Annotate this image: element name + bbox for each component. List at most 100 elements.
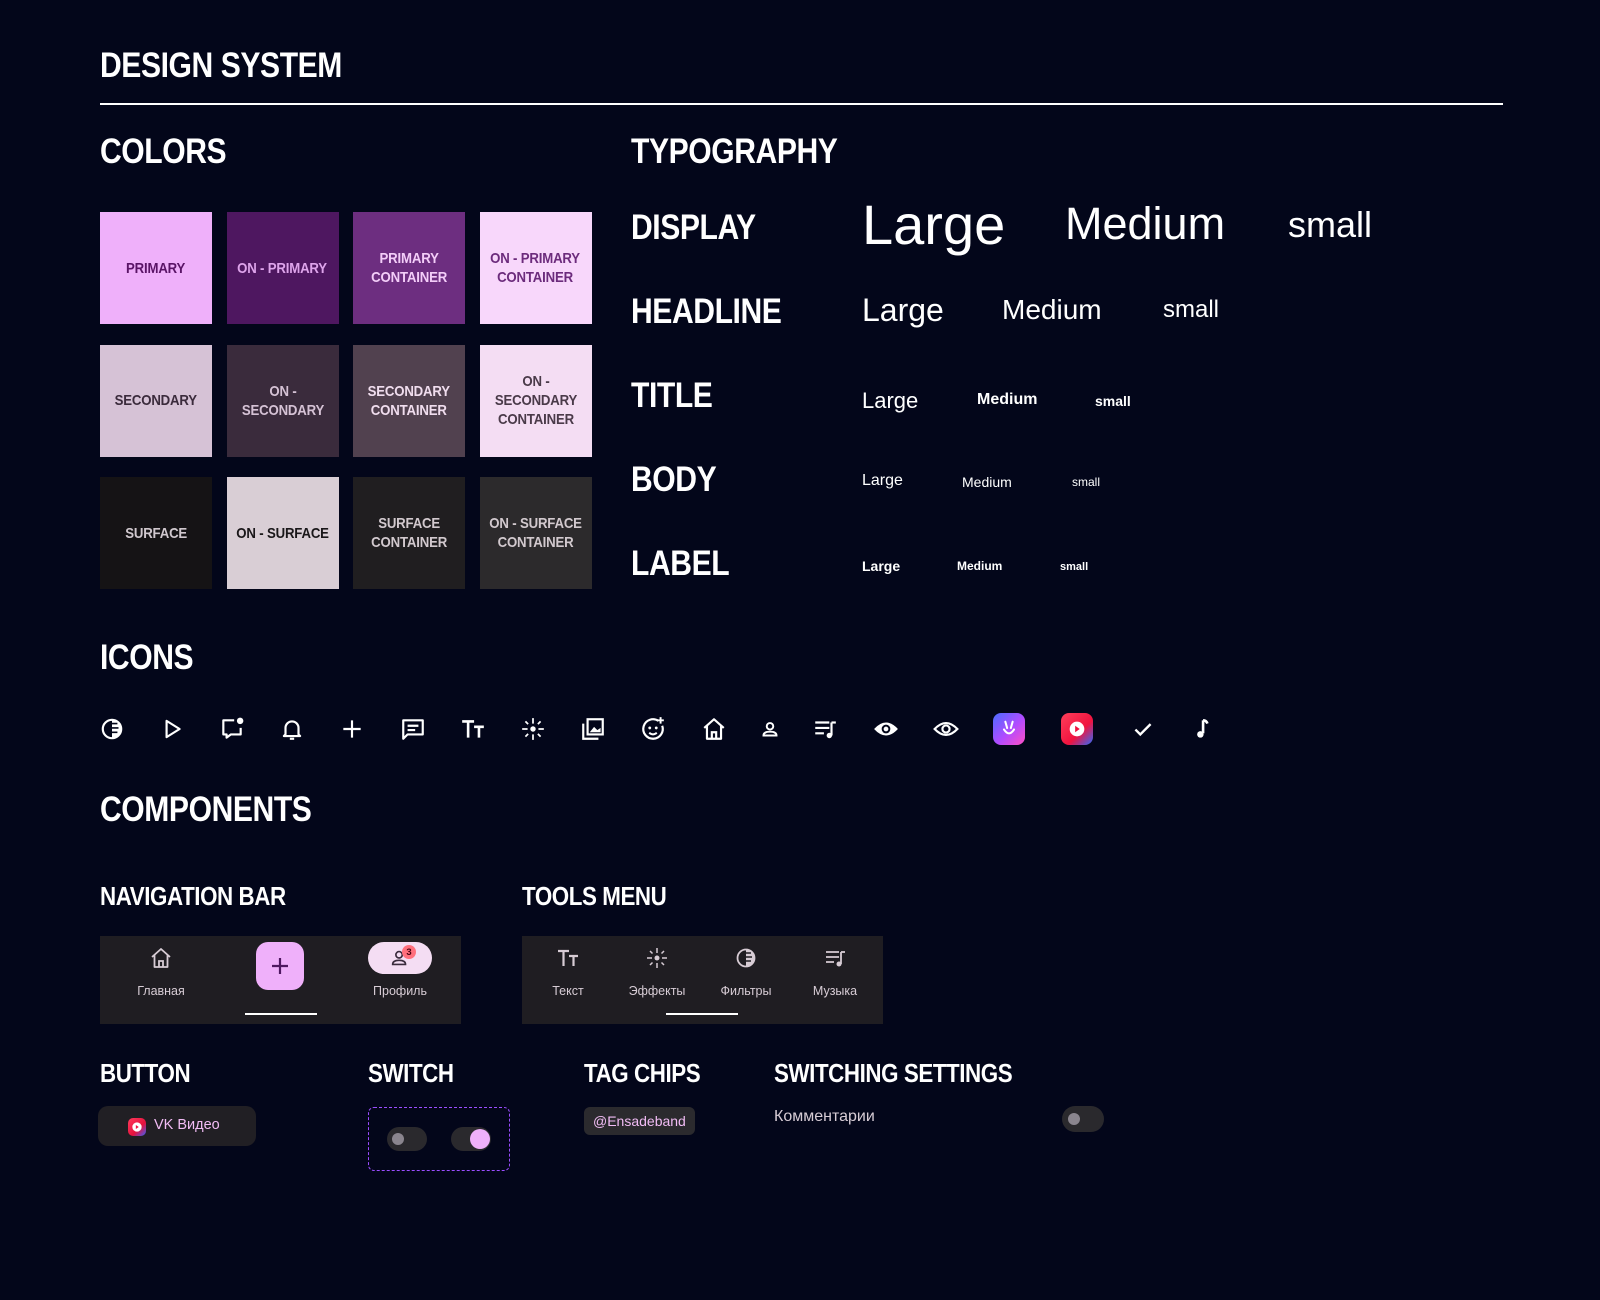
- gallery-icon: [580, 716, 606, 742]
- switch-off[interactable]: [387, 1127, 427, 1151]
- switch-knob: [1068, 1113, 1080, 1125]
- type-label-headline: HEADLINE: [631, 292, 782, 331]
- nav-label-profile: Профиль: [373, 984, 427, 998]
- title-large: Large: [862, 388, 919, 413]
- type-label-display: DISPLAY: [631, 208, 756, 247]
- nav-item-home[interactable]: Главная: [116, 936, 206, 1024]
- tool-label-effects: Эффекты: [628, 984, 686, 998]
- color-swatch: SURFACE: [100, 477, 212, 589]
- tool-item-music[interactable]: Музыка: [790, 936, 880, 1024]
- sparkle-icon: [520, 716, 546, 742]
- body-large: Large: [862, 472, 903, 489]
- display-small: small: [1288, 204, 1373, 245]
- colors-heading: COLORS: [100, 132, 227, 171]
- color-swatch-label: SECONDARY CONTAINER: [367, 382, 451, 419]
- button-label: VK Видео: [154, 1117, 220, 1133]
- color-swatch: SECONDARY: [100, 344, 212, 457]
- vk-video-icon: [1061, 713, 1093, 745]
- vk-clips-icon: [993, 713, 1025, 745]
- tools-menu-heading: TOOLS MENU: [522, 881, 667, 911]
- active-indicator: [245, 1013, 317, 1015]
- icons-heading: ICONS: [100, 638, 194, 677]
- display-medium: Medium: [1065, 198, 1226, 249]
- headline-medium: Medium: [1002, 294, 1102, 325]
- title-small: small: [1095, 393, 1131, 409]
- color-swatch-label: ON - PRIMARY CONTAINER: [490, 250, 581, 286]
- text-size-icon: [558, 949, 578, 966]
- message-icon: [400, 716, 426, 742]
- color-swatch-label: SECONDARY: [114, 392, 198, 409]
- plus-icon: [272, 958, 288, 974]
- tool-item-effects[interactable]: Эффекты: [612, 936, 702, 1024]
- color-swatch: ON - PRIMARY CONTAINER: [479, 212, 592, 324]
- text-size-icon: [460, 716, 486, 742]
- vk-video-icon: [128, 1118, 146, 1136]
- title-medium: Medium: [977, 391, 1038, 408]
- tool-item-text[interactable]: Текст: [523, 936, 613, 1024]
- display-large: Large: [862, 193, 1006, 256]
- tool-label-music: Музыка: [812, 984, 858, 998]
- switch-on[interactable]: [451, 1127, 491, 1151]
- color-swatch: PRIMARY: [100, 212, 212, 324]
- create-button[interactable]: [256, 942, 304, 990]
- headline-large: Large: [862, 292, 944, 328]
- tool-label-filters: Фильтры: [720, 984, 772, 998]
- color-swatch-label: ON - SURFACE CONTAINER: [489, 515, 582, 551]
- eye-outline-icon: [933, 716, 959, 742]
- plus-icon: [339, 716, 365, 742]
- headline-small: small: [1163, 296, 1220, 323]
- home-icon: [151, 948, 171, 968]
- color-swatch: SURFACE CONTAINER: [353, 477, 465, 589]
- color-swatch-label: PRIMARY CONTAINER: [371, 250, 447, 286]
- button-heading: BUTTON: [100, 1058, 191, 1088]
- page-title: DESIGN SYSTEM: [100, 46, 342, 85]
- switch-showcase: [368, 1107, 510, 1171]
- switch-heading: SWITCH: [368, 1058, 454, 1088]
- home-icon: [701, 716, 727, 742]
- color-swatch: ON - SURFACE: [226, 477, 339, 589]
- components-heading: COMPONENTS: [100, 790, 312, 829]
- nav-item-profile[interactable]: 3 Профиль: [355, 936, 445, 1024]
- tool-item-filters[interactable]: Фильтры: [701, 936, 791, 1024]
- chat-notification-icon: [219, 716, 245, 742]
- play-icon: [159, 716, 185, 742]
- color-swatch-label: SURFACE: [125, 524, 187, 542]
- tag-chips-heading: TAG CHIPS: [584, 1058, 701, 1088]
- color-swatch: SECONDARY CONTAINER: [353, 344, 465, 457]
- sparkle-icon: [647, 948, 667, 968]
- profile-pill: 3: [368, 942, 432, 974]
- type-label-body: BODY: [631, 460, 717, 499]
- label-small: small: [1060, 561, 1089, 573]
- color-swatch-label: ON - SURFACE: [236, 524, 329, 542]
- vk-video-button[interactable]: VK Видео: [98, 1106, 256, 1146]
- label-medium: Medium: [957, 559, 1003, 573]
- nav-bar-heading: NAVIGATION BAR: [100, 881, 286, 911]
- color-swatch: ON - SECONDARY: [226, 344, 339, 457]
- switch-knob: [470, 1129, 490, 1149]
- color-swatch: ON - PRIMARY: [226, 212, 339, 324]
- color-swatch-label: ON - PRIMARY: [237, 259, 328, 277]
- comments-setting-label: Комментарии: [774, 1108, 875, 1125]
- color-swatch-label: ON - SECONDARY: [241, 382, 324, 419]
- typography-heading: TYPOGRAPHY: [631, 132, 838, 171]
- tag-chip[interactable]: @Ensadeband: [584, 1107, 695, 1135]
- type-label-title: TITLE: [631, 376, 713, 415]
- notification-badge: 3: [402, 945, 416, 959]
- color-swatch: ON - SURFACE CONTAINER: [479, 477, 592, 589]
- check-icon: [1130, 716, 1156, 742]
- color-swatch-label: PRIMARY: [126, 259, 186, 277]
- body-small: small: [1072, 475, 1101, 489]
- title-divider: [100, 103, 1503, 105]
- nav-label-home: Главная: [137, 984, 185, 998]
- switch-knob: [392, 1133, 404, 1145]
- music-note-icon: [1189, 716, 1215, 742]
- label-large: Large: [862, 558, 901, 574]
- navigation-bar: Главная 3 Профиль: [100, 936, 461, 1024]
- eye-filled-icon: [873, 716, 899, 742]
- color-swatch-label: ON - SECONDARY CONTAINER: [494, 373, 577, 428]
- color-swatch: ON - SECONDARY CONTAINER: [479, 344, 592, 457]
- color-swatch: PRIMARY CONTAINER: [353, 212, 465, 324]
- contrast-icon: [99, 716, 125, 742]
- type-label-label: LABEL: [631, 544, 730, 583]
- comments-switch[interactable]: [1062, 1106, 1104, 1132]
